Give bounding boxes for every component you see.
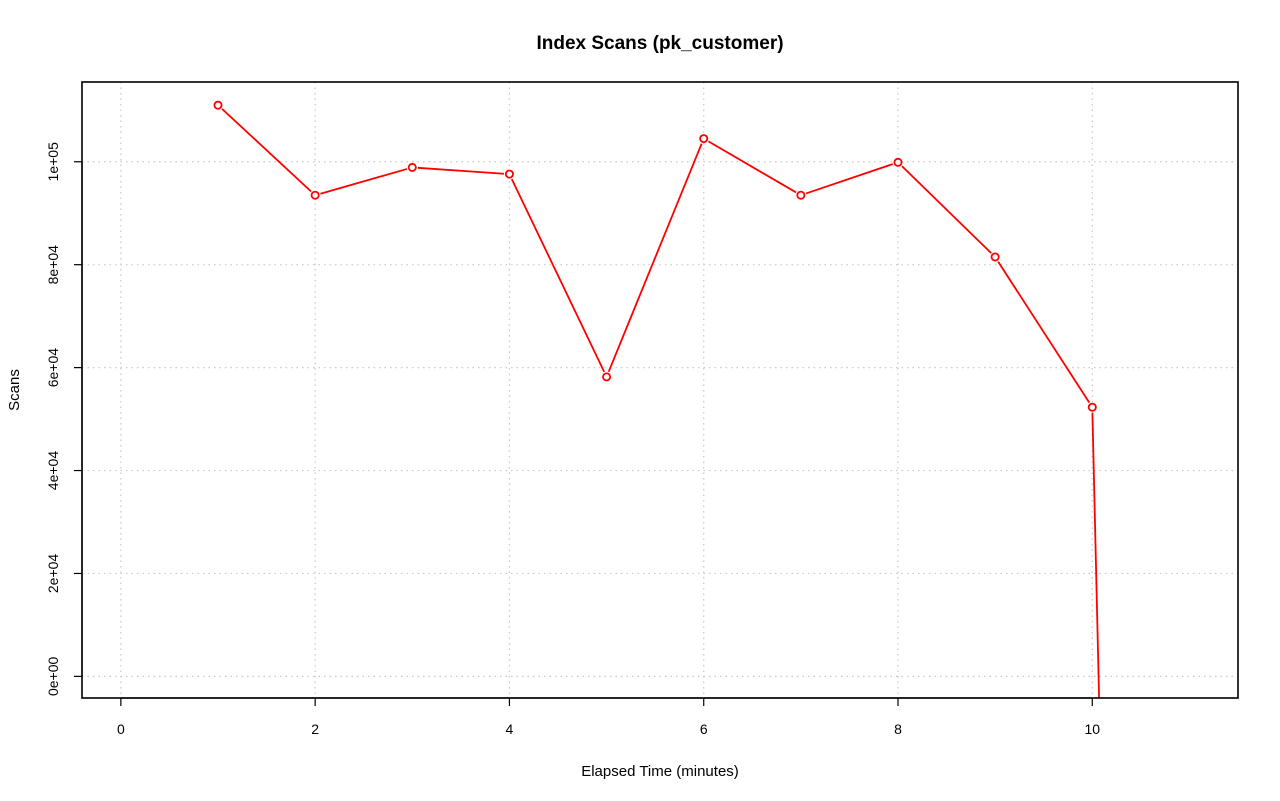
x-tick-label: 4 xyxy=(506,721,514,737)
x-tick-label: 10 xyxy=(1084,721,1100,737)
series-line-segment xyxy=(510,178,606,373)
data-point-marker xyxy=(699,134,709,144)
axis-layer: 0 2 4 6 8 10 0e+00 2e+04 4e+04 6e+04 8e+04 1e+05 xyxy=(45,142,1100,737)
data-point-marker xyxy=(796,190,806,200)
data-point-marker xyxy=(407,162,417,172)
series-line-segment xyxy=(221,108,312,193)
series-line-segment xyxy=(901,165,992,254)
y-tick-label: 8e+04 xyxy=(45,245,61,285)
y-tick-label: 2e+04 xyxy=(45,554,61,594)
series-line-segment xyxy=(607,143,703,373)
series-line-segment xyxy=(417,166,505,175)
series-line-segment xyxy=(997,261,1091,404)
data-point-marker xyxy=(504,169,514,179)
grid-layer xyxy=(82,82,1238,698)
y-axis-label: Scans xyxy=(6,369,23,411)
x-tick-label: 8 xyxy=(894,721,902,737)
x-tick-label: 2 xyxy=(311,721,319,737)
chart-title: Index Scans (pk_customer) xyxy=(536,33,783,54)
series-line-segment xyxy=(805,163,894,195)
data-point-marker xyxy=(310,190,320,200)
x-tick-label: 0 xyxy=(117,721,125,737)
y-tick-label: 4e+04 xyxy=(45,451,61,491)
y-tick-label: 1e+05 xyxy=(45,142,61,182)
y-tick-label: 0e+00 xyxy=(45,657,61,697)
series-line-segment xyxy=(708,140,797,194)
series-line-segment xyxy=(1091,412,1100,699)
series-layer xyxy=(213,100,1100,699)
data-point-marker xyxy=(213,100,223,110)
y-tick-label: 6e+04 xyxy=(45,348,61,388)
plot-frame xyxy=(81,81,1239,699)
x-tick-label: 6 xyxy=(700,721,708,737)
data-point-marker xyxy=(990,252,1000,262)
data-point-marker xyxy=(1087,402,1097,412)
x-axis-label: Elapsed Time (minutes) xyxy=(581,763,739,780)
series-line-segment xyxy=(320,168,408,195)
data-point-marker xyxy=(602,372,612,382)
data-point-marker xyxy=(893,157,903,167)
